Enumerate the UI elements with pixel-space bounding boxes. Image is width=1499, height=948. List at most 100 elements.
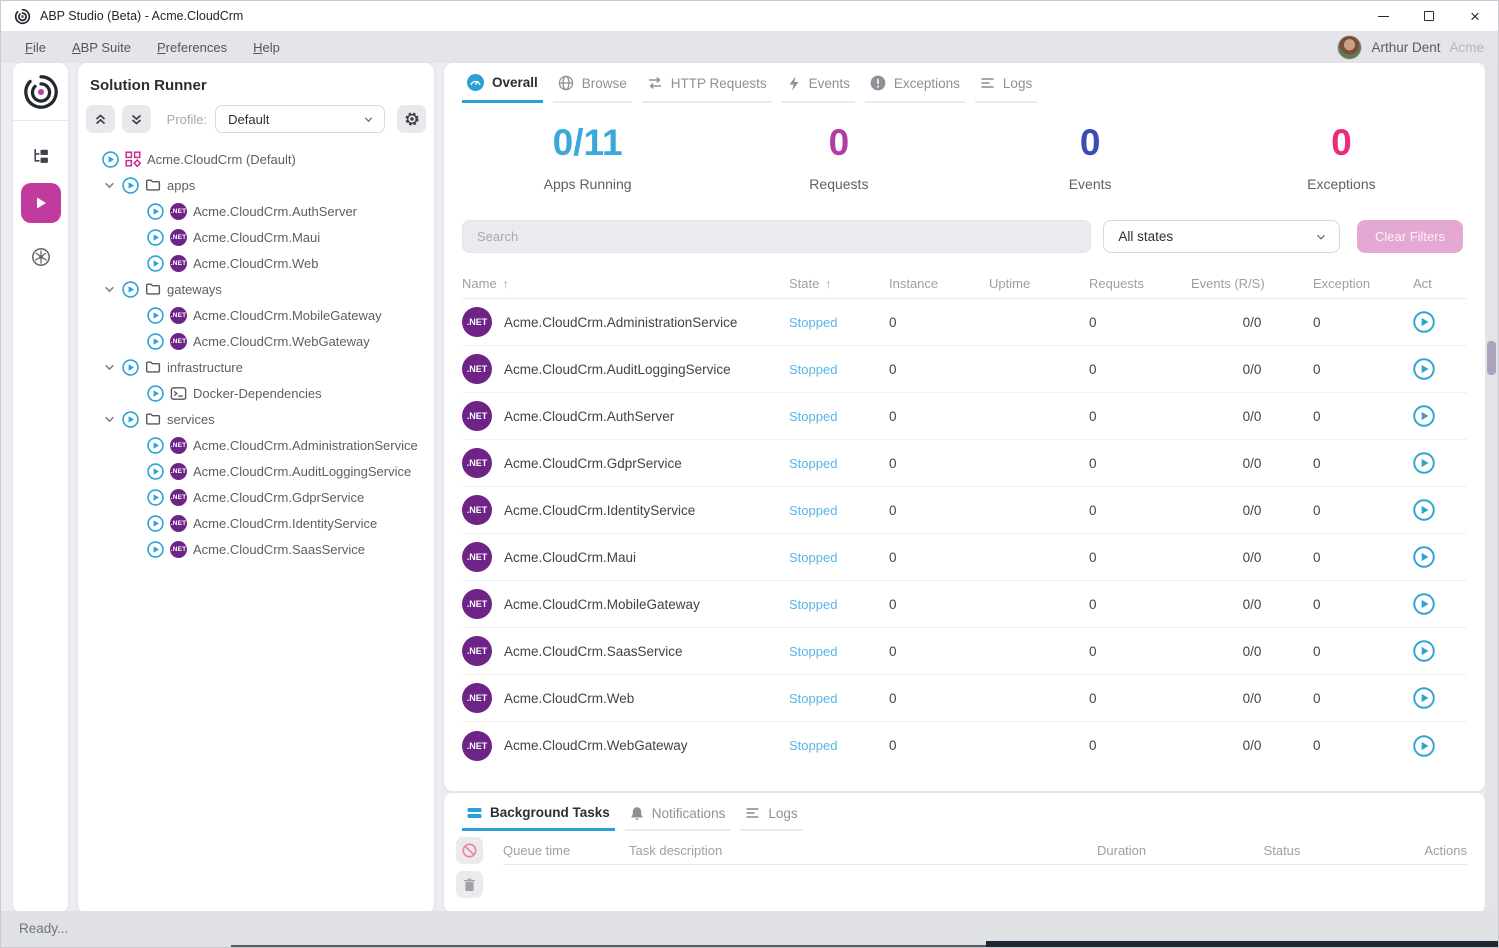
start-app-button[interactable] xyxy=(1413,405,1435,427)
column-name[interactable]: Name ↑ xyxy=(462,276,509,291)
play-circle-icon[interactable] xyxy=(122,280,139,298)
stat-events: 0 Events xyxy=(965,116,1216,216)
kubernetes-icon[interactable] xyxy=(29,245,53,269)
chevron-down-icon[interactable] xyxy=(103,179,116,192)
avatar[interactable] xyxy=(1337,34,1363,60)
tree-group-services[interactable]: services xyxy=(78,406,434,432)
table-row[interactable]: .NET Acme.CloudCrm.Maui Stopped 0 0 0/0 … xyxy=(462,534,1467,581)
play-circle-icon[interactable] xyxy=(147,540,164,558)
tree-item[interactable]: .NET Acme.CloudCrm.SaasService xyxy=(78,536,434,562)
table-row[interactable]: .NET Acme.CloudCrm.Web Stopped 0 0 0/0 0 xyxy=(462,675,1467,722)
play-circle-icon[interactable] xyxy=(147,436,164,454)
start-app-button[interactable] xyxy=(1413,687,1435,709)
stat-value: 0 xyxy=(1079,122,1101,163)
cancel-tasks-button[interactable] xyxy=(456,837,483,864)
table-row[interactable]: .NET Acme.CloudCrm.AuthServer Stopped 0 … xyxy=(462,393,1467,440)
search-input[interactable] xyxy=(462,220,1092,253)
column-instance[interactable]: Instance xyxy=(889,276,939,291)
tree-item[interactable]: .NET Acme.CloudCrm.WebGateway xyxy=(78,328,434,354)
menu-help[interactable]: Help xyxy=(253,39,280,55)
tree-item[interactable]: .NET Acme.CloudCrm.GdprService xyxy=(78,484,434,510)
tree-item[interactable]: .NET Acme.CloudCrm.AuthServer xyxy=(78,198,434,224)
tree-item[interactable]: .NET Acme.CloudCrm.Maui xyxy=(78,224,434,250)
chevron-down-icon[interactable] xyxy=(103,413,116,426)
tree-group-infrastructure[interactable]: infrastructure xyxy=(78,354,434,380)
tab-exceptions[interactable]: Exceptions xyxy=(864,65,965,103)
tab-bottom-logs[interactable]: Logs xyxy=(740,797,803,831)
column-requests[interactable]: Requests xyxy=(1089,276,1144,291)
maximize-button[interactable] xyxy=(1406,1,1452,31)
menu-abp-suite[interactable]: ABP Suite xyxy=(71,39,131,55)
menu-preferences[interactable]: Preferences xyxy=(157,39,228,55)
play-circle-icon[interactable] xyxy=(122,176,139,194)
tree-item[interactable]: .NET Acme.CloudCrm.AuditLoggingService xyxy=(78,458,434,484)
tab-browse[interactable]: Browse xyxy=(552,65,632,103)
chevron-down-icon[interactable] xyxy=(103,361,116,374)
table-row[interactable]: .NET Acme.CloudCrm.SaasService Stopped 0… xyxy=(462,628,1467,675)
window-scrollbar[interactable] xyxy=(1485,63,1498,913)
user-name[interactable]: Arthur Dent xyxy=(1371,39,1441,55)
tree-item[interactable]: .NET Acme.CloudCrm.Web xyxy=(78,250,434,276)
column-exception[interactable]: Exception xyxy=(1313,276,1371,291)
play-circle-icon[interactable] xyxy=(147,384,164,402)
state-filter-select[interactable]: All states xyxy=(1103,220,1341,253)
tab-http-requests[interactable]: HTTP Requests xyxy=(641,65,772,103)
play-circle-icon[interactable] xyxy=(122,410,139,428)
tree-group-gateways[interactable]: gateways xyxy=(78,276,434,302)
play-circle-icon[interactable] xyxy=(122,358,139,376)
profile-select[interactable]: Default xyxy=(215,105,386,133)
tree-item[interactable]: .NET Acme.CloudCrm.MobileGateway xyxy=(78,302,434,328)
solution-runner-icon[interactable] xyxy=(20,183,61,223)
expand-all-button[interactable] xyxy=(121,105,151,133)
start-app-button[interactable] xyxy=(1413,311,1435,333)
tab-events[interactable]: Events xyxy=(781,65,855,103)
tab-logs[interactable]: Logs xyxy=(974,65,1038,103)
table-row[interactable]: .NET Acme.CloudCrm.AdministrationService… xyxy=(462,299,1467,346)
table-row[interactable]: .NET Acme.CloudCrm.MobileGateway Stopped… xyxy=(462,581,1467,628)
table-row[interactable]: .NET Acme.CloudCrm.WebGateway Stopped 0 … xyxy=(462,722,1467,769)
start-app-button[interactable] xyxy=(1413,640,1435,662)
dotnet-icon: .NET xyxy=(462,495,492,525)
cell-instance: 0 xyxy=(889,502,897,518)
scrollbar-thumb[interactable] xyxy=(1487,341,1496,375)
minimize-button[interactable] xyxy=(1360,1,1406,31)
tab-background-tasks[interactable]: Background Tasks xyxy=(462,797,615,831)
chevron-down-icon[interactable] xyxy=(103,283,116,296)
tree-group-apps[interactable]: apps xyxy=(78,172,434,198)
menu-file[interactable]: File xyxy=(25,39,46,55)
tree-item[interactable]: .NET Acme.CloudCrm.IdentityService xyxy=(78,510,434,536)
start-app-button[interactable] xyxy=(1413,546,1435,568)
runner-settings-button[interactable] xyxy=(397,105,426,133)
play-circle-icon[interactable] xyxy=(147,202,164,220)
start-app-button[interactable] xyxy=(1413,358,1435,380)
tree-item-docker[interactable]: Docker-Dependencies xyxy=(78,380,434,406)
tab-notifications[interactable]: Notifications xyxy=(624,797,731,831)
play-circle-icon[interactable] xyxy=(102,150,119,168)
column-events[interactable]: Events (R/S) xyxy=(1191,276,1265,291)
start-app-button[interactable] xyxy=(1413,452,1435,474)
tab-overall[interactable]: Overall xyxy=(462,65,543,103)
table-row[interactable]: .NET Acme.CloudCrm.IdentityService Stopp… xyxy=(462,487,1467,534)
play-circle-icon[interactable] xyxy=(147,306,164,324)
tree-item[interactable]: .NET Acme.CloudCrm.AdministrationService xyxy=(78,432,434,458)
start-app-button[interactable] xyxy=(1413,499,1435,521)
collapse-all-button[interactable] xyxy=(86,105,115,133)
solution-explorer-icon[interactable] xyxy=(29,143,53,167)
play-circle-icon[interactable] xyxy=(147,488,164,506)
tree-item-root[interactable]: Acme.CloudCrm (Default) xyxy=(78,146,434,172)
status-badge: Stopped xyxy=(789,738,838,753)
column-state[interactable]: State ↑ xyxy=(789,276,832,291)
play-circle-icon[interactable] xyxy=(147,254,164,272)
play-circle-icon[interactable] xyxy=(147,228,164,246)
play-circle-icon[interactable] xyxy=(147,514,164,532)
table-row[interactable]: .NET Acme.CloudCrm.AuditLoggingService S… xyxy=(462,346,1467,393)
clear-filters-button[interactable]: Clear Filters xyxy=(1357,220,1463,253)
play-circle-icon[interactable] xyxy=(147,462,164,480)
close-button[interactable]: × xyxy=(1470,6,1480,26)
clear-tasks-button[interactable] xyxy=(456,871,483,898)
start-app-button[interactable] xyxy=(1413,593,1435,615)
play-circle-icon[interactable] xyxy=(147,332,164,350)
table-row[interactable]: .NET Acme.CloudCrm.GdprService Stopped 0… xyxy=(462,440,1467,487)
column-uptime[interactable]: Uptime xyxy=(989,276,1031,291)
start-app-button[interactable] xyxy=(1413,734,1435,757)
